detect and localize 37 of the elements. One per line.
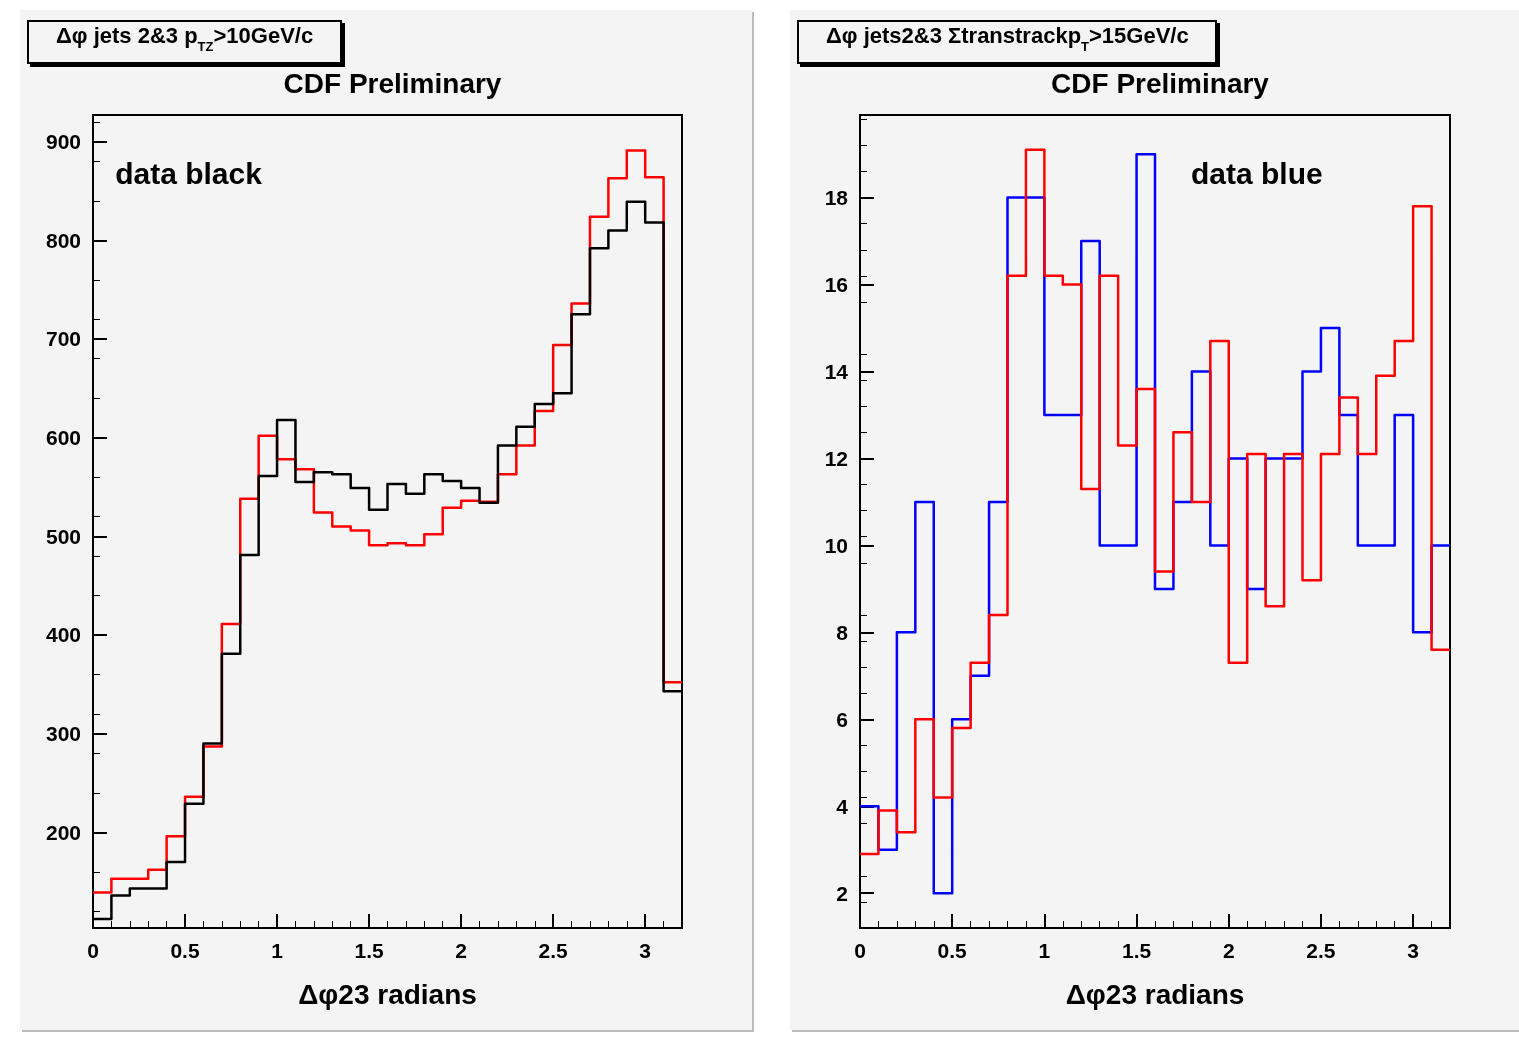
x-tick-label: 0 xyxy=(854,939,866,962)
x-tick-label: 1.5 xyxy=(354,939,385,962)
chart-subtitle: CDF Preliminary xyxy=(1051,67,1270,99)
y-tick-label: 700 xyxy=(45,327,81,351)
annotation: data black xyxy=(115,156,263,190)
x-tick-label: 0 xyxy=(87,939,99,962)
y-tick-label: 300 xyxy=(45,722,81,746)
y-tick-label: 400 xyxy=(45,623,81,647)
x-tick-label: 2.5 xyxy=(1306,939,1336,962)
y-tick-label: 16 xyxy=(824,273,848,297)
y-tick-label: 6 xyxy=(836,707,848,731)
y-tick-label: 18 xyxy=(824,186,849,210)
x-tick-label: 2.5 xyxy=(538,939,569,962)
y-tick-label: 900 xyxy=(45,130,81,154)
x-tick-label: 1.5 xyxy=(1121,939,1152,962)
x-tick-label: 2 xyxy=(455,939,467,962)
x-tick-label: 2 xyxy=(1222,939,1235,962)
y-tick-label: 200 xyxy=(45,820,81,844)
annotation: data blue xyxy=(1190,156,1323,190)
y-tick-label: 2 xyxy=(836,881,848,905)
x-axis-title: Δφ23 radians xyxy=(298,978,477,1010)
y-tick-label: 600 xyxy=(45,426,81,450)
x-tick-label: 0.5 xyxy=(937,939,968,962)
x-tick-label: 3 xyxy=(639,939,652,962)
x-tick-label: 0.5 xyxy=(170,939,200,962)
y-tick-label: 500 xyxy=(45,524,81,548)
x-tick-label: 1 xyxy=(1038,939,1051,962)
y-tick-label: 800 xyxy=(45,228,81,252)
y-tick-label: 14 xyxy=(824,360,849,384)
chart-subtitle: CDF Preliminary xyxy=(283,67,502,99)
y-tick-label: 8 xyxy=(836,620,849,644)
y-tick-label: 12 xyxy=(824,446,848,470)
x-tick-label: 3 xyxy=(1407,939,1419,962)
y-tick-label: 10 xyxy=(824,533,848,557)
y-tick-label: 4 xyxy=(836,794,849,818)
x-axis-title: Δφ23 radians xyxy=(1065,978,1245,1010)
x-tick-label: 1 xyxy=(271,939,284,962)
